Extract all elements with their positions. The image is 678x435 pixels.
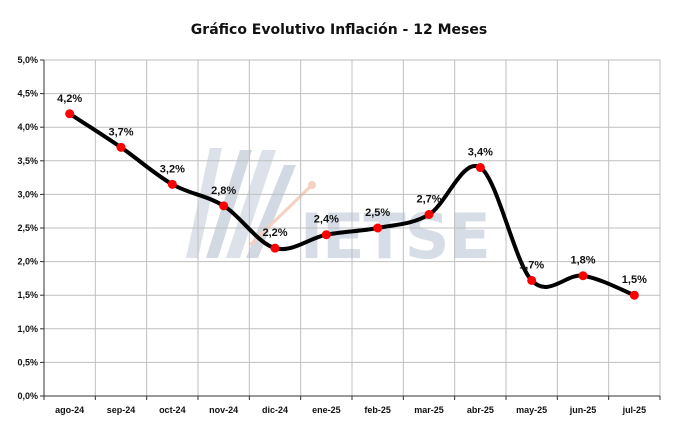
- ietse-watermark-logo: IETSE: [186, 148, 491, 273]
- y-tick-label: 1,0%: [17, 324, 38, 334]
- y-tick-label: 1,5%: [17, 290, 38, 300]
- y-tick-label: 3,0%: [17, 189, 38, 199]
- x-tick-label: oct-24: [159, 405, 186, 415]
- y-tick-label: 3,5%: [17, 156, 38, 166]
- x-tick-label: may-25: [516, 405, 547, 415]
- data-point-marker: [321, 230, 331, 240]
- chart-title: Gráfico Evolutivo Inflación - 12 Meses: [190, 22, 488, 38]
- y-tick-label: 0,0%: [17, 391, 38, 401]
- x-tick-label: ago-24: [55, 405, 84, 415]
- watermark-text: IETSE: [300, 200, 490, 273]
- data-point-marker: [167, 179, 177, 189]
- x-tick-label: dic-24: [262, 405, 288, 415]
- data-point-marker: [270, 243, 280, 253]
- x-tick-label: feb-25: [364, 405, 391, 415]
- data-point-marker: [629, 290, 639, 300]
- x-tick-label: abr-25: [467, 405, 494, 415]
- x-tick-label: sep-24: [107, 405, 136, 415]
- x-tick-label: ene-25: [312, 405, 341, 415]
- data-point-marker: [116, 142, 126, 152]
- y-tick-label: 0,5%: [17, 357, 38, 367]
- y-tick-label: 5,0%: [17, 55, 38, 65]
- x-tick-label: mar-25: [414, 405, 444, 415]
- data-point-marker: [475, 163, 485, 173]
- data-label: 1,5%: [622, 274, 647, 286]
- x-tick-label: jul-25: [622, 405, 647, 415]
- data-label: 3,4%: [468, 147, 493, 159]
- y-tick-label: 2,0%: [17, 257, 38, 267]
- y-tick-label: 4,0%: [17, 122, 38, 132]
- x-tick-label: nov-24: [209, 405, 238, 415]
- data-point-marker: [424, 210, 434, 220]
- data-label: 1,8%: [570, 255, 595, 267]
- y-tick-label: 2,5%: [17, 223, 38, 233]
- data-label: 2,2%: [262, 227, 287, 239]
- data-label: 2,5%: [365, 207, 390, 219]
- data-point-marker: [578, 271, 588, 281]
- y-tick-label: 4,5%: [17, 89, 38, 99]
- data-label: 2,4%: [314, 214, 339, 226]
- data-label: 3,2%: [160, 163, 185, 175]
- data-point-marker: [373, 223, 383, 233]
- data-label: 2,7%: [416, 194, 441, 206]
- data-label: 3,7%: [108, 126, 133, 138]
- data-point-marker: [65, 109, 75, 119]
- x-tick-label: jun-25: [569, 405, 597, 415]
- data-label: 2,8%: [211, 185, 236, 197]
- data-point-marker: [219, 201, 229, 211]
- data-label: 4,2%: [57, 93, 82, 105]
- data-point-marker: [527, 275, 537, 285]
- data-label: 1,7%: [519, 259, 544, 271]
